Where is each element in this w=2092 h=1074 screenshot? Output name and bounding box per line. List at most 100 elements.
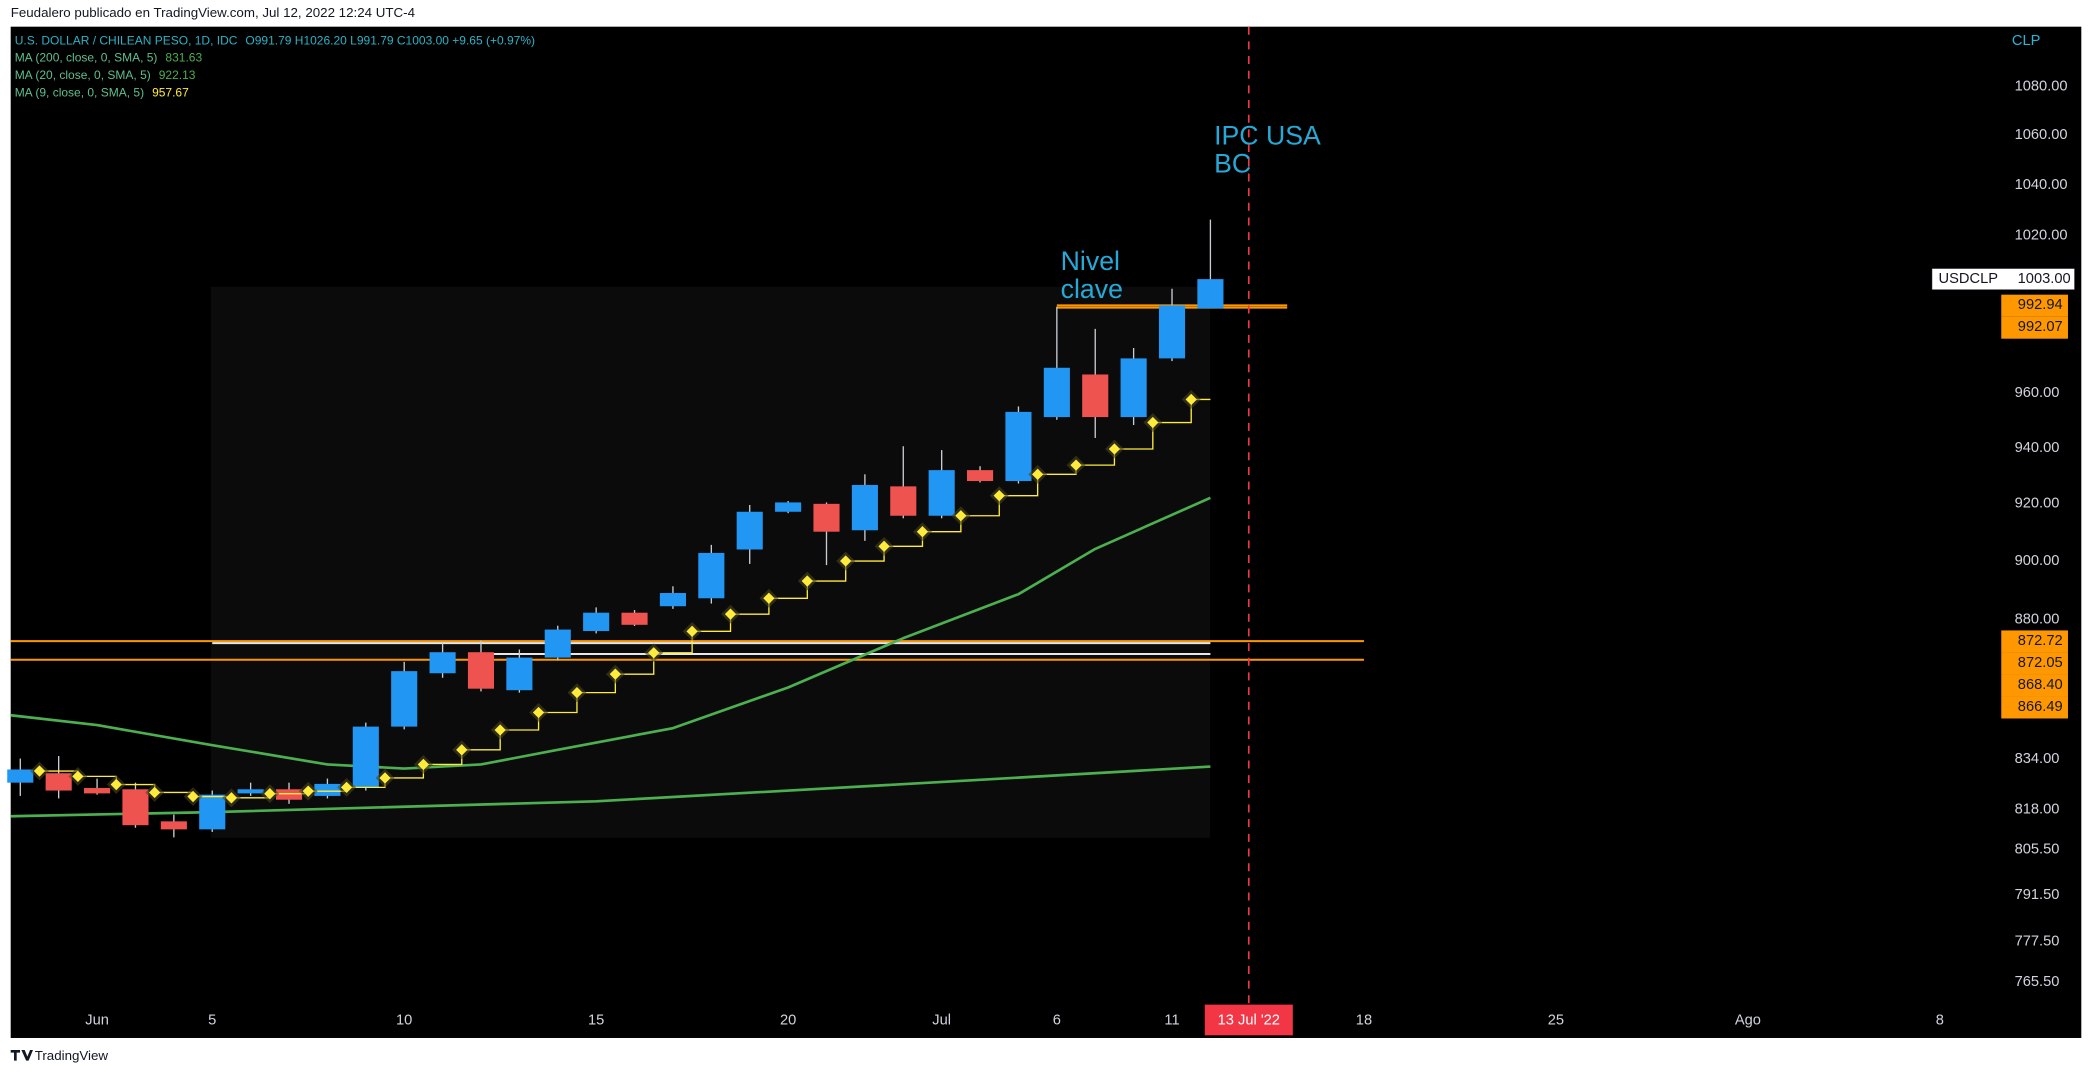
ma-marker (571, 686, 583, 699)
legend-entry: MA (200, close, 0, SMA, 5) 831.63 (15, 51, 203, 65)
y-tick-label: 1080.00 (2015, 79, 2068, 95)
candle-body (928, 470, 955, 516)
candle-body (1158, 305, 1186, 359)
price-line-label: 992.07 (2018, 319, 2063, 335)
legend-title: U.S. DOLLAR / CHILEAN PESO, 1D, IDC O991.… (15, 34, 535, 48)
candle-body (813, 503, 840, 532)
annotation: IPC USA (1214, 120, 1321, 150)
price-line-box (2001, 696, 2068, 719)
ma-marker (648, 647, 660, 659)
brand-name: TradingView (35, 1048, 109, 1063)
legend-name: MA (200, close, 0, SMA, 5) (15, 51, 158, 65)
candle-body (1197, 279, 1224, 309)
legend-symbol: U.S. DOLLAR / CHILEAN PESO, 1D, IDC (15, 34, 238, 48)
candle-body (544, 629, 571, 658)
ma-marker (686, 625, 698, 637)
candle-body (851, 484, 878, 531)
candle-body (160, 821, 187, 830)
y-tick-label: 1040.00 (2015, 177, 2068, 193)
legend-value: 831.63 (165, 51, 202, 65)
candle-body (467, 652, 495, 689)
price-line-label: 866.49 (2018, 699, 2063, 715)
price-line-label: 872.05 (2018, 655, 2063, 671)
x-tick-label: 8 (1936, 1013, 1944, 1029)
y-tick-label: 791.50 (2015, 887, 2060, 903)
legend-quote: O991.79 H1026.20 L991.79 C1003.00 +9.65 … (245, 34, 535, 48)
candle-body (199, 794, 226, 830)
y-tick-label: 940.00 (2015, 440, 2060, 456)
legend-name: MA (20, close, 0, SMA, 5) (15, 68, 151, 82)
annotation: Nivel (1061, 246, 1120, 276)
y-tick-label: 900.00 (2015, 553, 2060, 569)
legend-entry: MA (20, close, 0, SMA, 5) 922.13 (15, 68, 196, 82)
legend-entry: MA (9, close, 0, SMA, 5) 957.67 (15, 86, 189, 100)
legend-value: 922.13 (159, 68, 196, 82)
candle-body (621, 612, 648, 625)
y-tick-label: 834.00 (2015, 751, 2060, 767)
candle-body (237, 789, 264, 794)
ma-marker (532, 706, 545, 719)
candle-body (583, 612, 610, 632)
ma-marker (1070, 459, 1082, 471)
x-tick-label: Jul (932, 1013, 951, 1029)
candle-body (122, 789, 149, 826)
annotation: clave (1061, 274, 1123, 304)
candle-body (314, 783, 341, 796)
x-tick-label: 18 (1356, 1013, 1372, 1029)
brand: TradingView (10, 1048, 109, 1063)
candle-body (45, 773, 72, 791)
y-tick-label: 777.50 (2015, 934, 2060, 950)
x-tick-label: 20 (780, 1013, 796, 1029)
y-tick-label: 920.00 (2015, 496, 2060, 512)
candle-body (391, 671, 418, 727)
ma-marker (840, 555, 852, 567)
ma-marker (916, 526, 929, 538)
cursor-label: 13 Jul '22 (1218, 1013, 1280, 1029)
candle-body (7, 769, 34, 783)
x-tick-label: 10 (396, 1013, 412, 1029)
price-line-label: 868.40 (2018, 677, 2063, 693)
candle-body (967, 470, 994, 482)
y-tick-label: 960.00 (2015, 385, 2060, 401)
y-tick-label: 818.00 (2015, 801, 2060, 817)
candle-body (275, 789, 303, 800)
ma-marker (1031, 468, 1044, 480)
legend-name: MA (9, close, 0, SMA, 5) (15, 86, 144, 100)
ma-marker (1108, 443, 1121, 455)
candle-body (1120, 358, 1147, 418)
candle-body (659, 593, 686, 607)
candle-body (84, 788, 111, 794)
price-line-box (2001, 674, 2068, 697)
price-line-box (2001, 294, 2068, 317)
ma-line (10, 496, 1211, 770)
x-tick-label: 25 (1548, 1013, 1564, 1029)
x-tick-label: 11 (1164, 1013, 1179, 1029)
y-tick-label: 765.50 (2015, 974, 2060, 990)
candle-body (429, 652, 456, 674)
x-tick-label: 6 (1053, 1013, 1061, 1029)
candle-body (736, 511, 763, 550)
candle-body (890, 486, 917, 516)
last-price-box (1931, 268, 2075, 291)
x-tick-label: 5 (208, 1013, 216, 1029)
x-tick-label: Ago (1735, 1013, 1761, 1029)
y-tick-label: 1060.00 (2015, 127, 2068, 143)
currency-label: CLP (2012, 33, 2041, 49)
candle-body (1043, 367, 1070, 418)
ma-marker (1147, 416, 1159, 429)
ma-marker (763, 592, 775, 604)
price-line-box (2001, 652, 2068, 675)
y-tick-label: 880.00 (2015, 611, 2060, 627)
x-tick-label: 15 (588, 1013, 604, 1029)
legend-value: 957.67 (152, 86, 189, 100)
candle-body (506, 657, 533, 691)
annotation: BC (1214, 148, 1251, 178)
price-line-box (2001, 630, 2068, 653)
cursor-label-box (1204, 1004, 1293, 1036)
ma-marker (609, 668, 622, 680)
candle-body (352, 726, 379, 789)
price-line-label: 872.72 (2018, 633, 2063, 649)
price-line-label: 992.94 (2018, 297, 2063, 313)
